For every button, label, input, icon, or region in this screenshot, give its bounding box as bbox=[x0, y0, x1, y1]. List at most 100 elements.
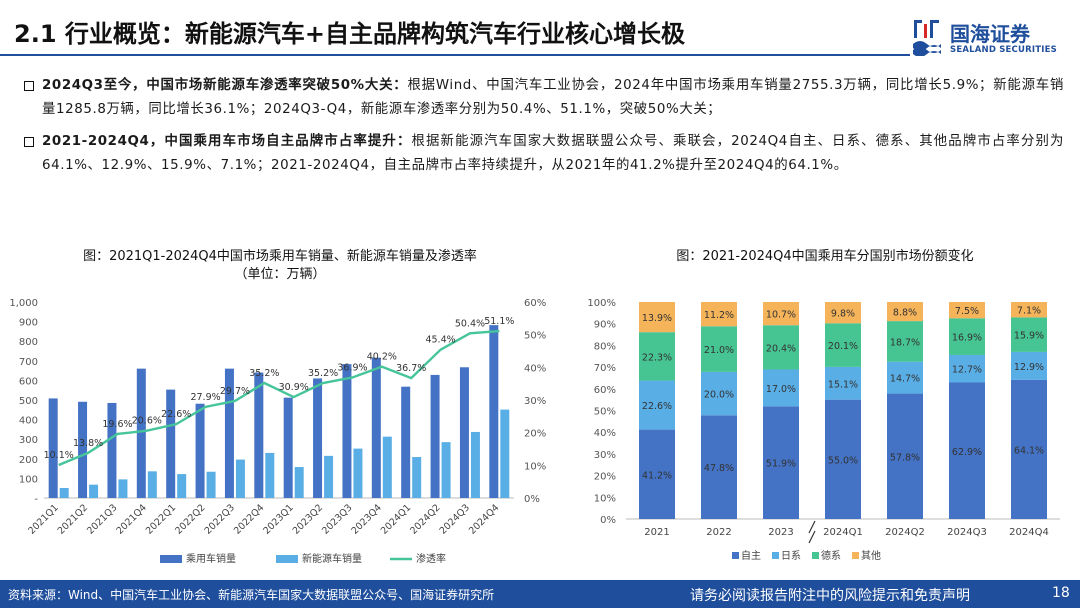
title-rule bbox=[0, 54, 910, 56]
legend-label: 日系 bbox=[781, 550, 801, 562]
x-tick-label: 2022Q3 bbox=[203, 502, 237, 536]
y-tick-label: 900 bbox=[19, 318, 38, 329]
bar-passenger-sales bbox=[371, 357, 381, 498]
bar-nev-sales bbox=[324, 455, 334, 498]
stacked-bar-segment bbox=[887, 361, 923, 394]
legend-swatch-passenger bbox=[160, 555, 182, 563]
data-label-share: 10.7% bbox=[766, 310, 796, 321]
y2-tick-label: 30% bbox=[524, 396, 546, 407]
data-label-share: 11.2% bbox=[704, 310, 734, 321]
footer: 资料来源：Wind、中国汽车工业协会、新能源汽车国家大数据联盟公众号、国海证券研… bbox=[0, 580, 1080, 608]
y-tick-label: 100 bbox=[19, 474, 38, 485]
y-tick-label: 800 bbox=[19, 337, 38, 348]
stacked-bar-segment bbox=[1011, 379, 1047, 519]
bar-nev-sales bbox=[294, 467, 304, 498]
bar-passenger-sales bbox=[136, 368, 146, 498]
data-label-penetration: 13.8% bbox=[73, 438, 103, 449]
y-tick-label: 80% bbox=[594, 341, 616, 352]
legend-swatch bbox=[772, 552, 779, 559]
bar-passenger-sales bbox=[283, 397, 293, 498]
data-label-share: 7.1% bbox=[1017, 306, 1041, 317]
logo-text-cn: 国海证券 bbox=[950, 22, 1030, 46]
bar-passenger-sales bbox=[459, 367, 469, 498]
bar-passenger-sales bbox=[401, 386, 411, 498]
y-tick-label: 0% bbox=[600, 515, 616, 526]
legend-label-passenger: 乘用车销量 bbox=[186, 552, 236, 565]
data-label-penetration: 29.7% bbox=[220, 386, 250, 397]
stacked-bar-segment bbox=[763, 325, 799, 370]
data-label-share: 21.0% bbox=[704, 345, 734, 356]
legend-swatch bbox=[852, 552, 859, 559]
bar-nev-sales bbox=[412, 457, 422, 498]
bar-nev-sales bbox=[59, 488, 69, 498]
stacked-bar-segment bbox=[701, 302, 737, 327]
legend-label-nev: 新能源车销量 bbox=[302, 552, 362, 565]
x-tick-label: 2022 bbox=[706, 527, 731, 538]
bar-nev-sales bbox=[382, 436, 392, 498]
y-tick-label: 50% bbox=[594, 407, 616, 418]
bar-passenger-sales bbox=[254, 372, 264, 498]
bar-nev-sales bbox=[147, 471, 157, 498]
stacked-bar-segment bbox=[825, 323, 861, 367]
stacked-bar-segment bbox=[949, 302, 985, 319]
data-label-share: 57.8% bbox=[890, 452, 920, 463]
data-label-penetration: 19.6% bbox=[102, 419, 132, 430]
data-label-share: 8.8% bbox=[893, 308, 917, 319]
bullet-item: 2021-2024Q4，中国乘用车市场自主品牌市占率提升：根据新能源汽车国家大数… bbox=[24, 130, 1064, 178]
stacked-bar-segment bbox=[825, 302, 861, 324]
data-label-share: 64.1% bbox=[1014, 445, 1044, 456]
y-tick-label: 30% bbox=[594, 450, 616, 461]
bar-passenger-sales bbox=[195, 403, 205, 498]
axis-break-icon bbox=[808, 530, 816, 544]
x-tick-label: 2021Q4 bbox=[114, 502, 148, 536]
y-tick-label: 300 bbox=[19, 435, 38, 446]
stacked-bar-segment bbox=[763, 302, 799, 326]
bullet-item: 2024Q3至今，中国市场新能源车渗透率突破50%大关：根据Wind、中国汽车工… bbox=[24, 74, 1064, 122]
data-label-share: 51.9% bbox=[766, 459, 796, 470]
legend-label: 其他 bbox=[861, 549, 881, 562]
data-label-penetration: 51.1% bbox=[484, 316, 514, 327]
x-tick-label: 2024Q1 bbox=[823, 527, 863, 538]
x-tick-label: 2024Q2 bbox=[408, 502, 442, 536]
x-tick-label: 2024Q3 bbox=[438, 502, 472, 536]
x-tick-label: 2023Q4 bbox=[349, 502, 383, 536]
data-label-penetration: 35.2% bbox=[308, 368, 338, 379]
data-label-share: 14.7% bbox=[890, 374, 920, 385]
sealand-logo-icon bbox=[913, 20, 941, 56]
stacked-bar-segment bbox=[949, 354, 985, 383]
y-tick-label: 700 bbox=[19, 357, 38, 368]
legend-swatch bbox=[732, 552, 739, 559]
stacked-bar-segment bbox=[949, 318, 985, 355]
stacked-bar-segment bbox=[701, 326, 737, 372]
stacked-bar-segment bbox=[639, 332, 675, 381]
bar-nev-sales bbox=[206, 471, 216, 498]
bar-passenger-sales bbox=[107, 402, 117, 498]
bar-passenger-sales bbox=[166, 389, 176, 498]
y-tick-label: 100% bbox=[587, 298, 616, 309]
data-label-penetration: 35.2% bbox=[249, 368, 279, 379]
bar-nev-sales bbox=[118, 479, 128, 498]
data-label-share: 9.8% bbox=[831, 309, 855, 320]
data-label-share: 12.7% bbox=[952, 365, 982, 376]
bar-nev-sales bbox=[89, 484, 99, 498]
legend-label-rate: 渗透率 bbox=[416, 552, 446, 565]
bar-nev-sales bbox=[265, 452, 275, 498]
x-tick-label: 2024Q1 bbox=[379, 502, 413, 536]
y2-tick-label: 60% bbox=[524, 298, 546, 309]
stacked-bar-segment bbox=[825, 399, 861, 519]
x-tick-label: 2023Q3 bbox=[320, 502, 354, 536]
x-tick-label: 2022Q1 bbox=[144, 502, 178, 536]
x-tick-label: 2022Q4 bbox=[232, 502, 266, 536]
bullet-text: 根据Wind、中国汽车工业协会，2024年中国市场乘用车销量2755.3万辆，同… bbox=[42, 78, 1064, 117]
legend-swatch-nev bbox=[276, 555, 298, 563]
data-label-share: 55.0% bbox=[828, 455, 858, 466]
legend-swatch bbox=[812, 552, 819, 559]
bullet-heading: 2024Q3至今，中国市场新能源车渗透率突破50%大关： bbox=[42, 78, 408, 93]
y-tick-label: 400 bbox=[19, 416, 38, 427]
bullet-list: 2024Q3至今，中国市场新能源车渗透率突破50%大关：根据Wind、中国汽车工… bbox=[24, 74, 1064, 186]
x-tick-label: 2023Q2 bbox=[291, 502, 325, 536]
page-number: 18 bbox=[1052, 585, 1070, 601]
logo: 国海证券 SEALAND SECURITIES bbox=[912, 18, 1072, 58]
axis-break-icon bbox=[808, 520, 816, 534]
stacked-bar-segment bbox=[825, 366, 861, 400]
